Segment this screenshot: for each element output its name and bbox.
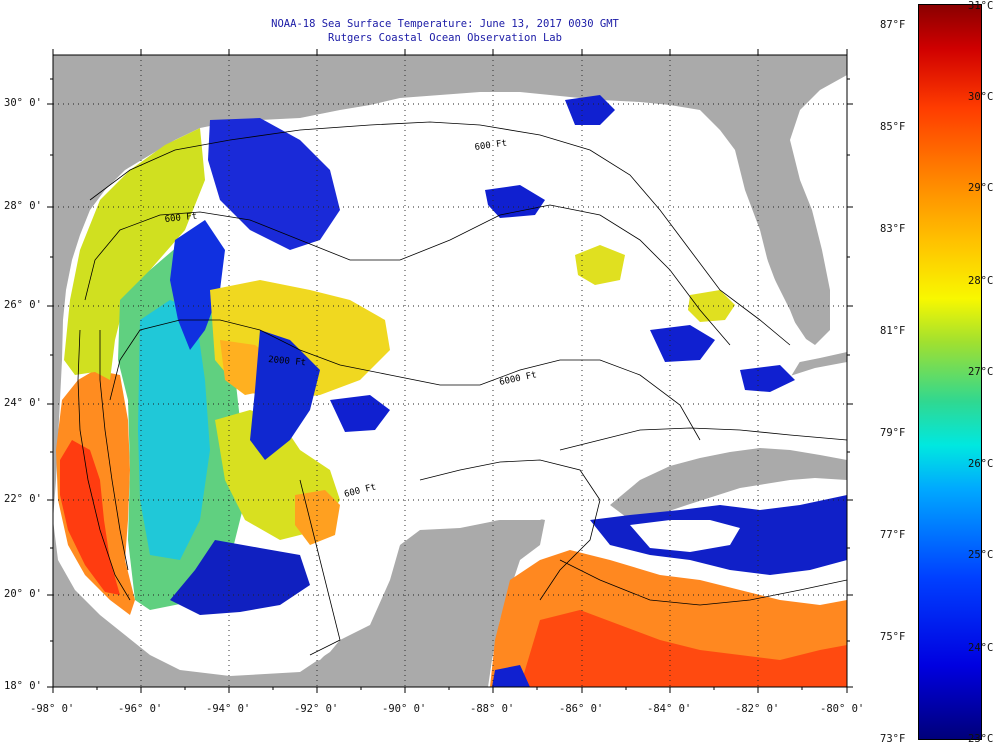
- cb-f-77: 77°F: [880, 529, 906, 541]
- lat-label-30: 30° 0': [4, 97, 42, 109]
- sst-west-blue-patch: [170, 220, 225, 350]
- cb-c-27: 27°C: [968, 366, 994, 378]
- lon-label-88: -88° 0': [470, 703, 515, 715]
- cb-c-25: 25°C: [968, 549, 994, 561]
- lon-label-98: -98° 0': [30, 703, 75, 715]
- cb-f-73: 73°F: [880, 733, 906, 745]
- map-subtitle: Rutgers Coastal Ocean Observation Lab: [328, 32, 562, 44]
- contour-yucatan: [419, 459, 601, 601]
- sst-west-coastal-hot: [60, 440, 120, 595]
- lon-label-94: -94° 0': [206, 703, 251, 715]
- sst-ne-blue-4: [740, 365, 795, 392]
- lon-label-90: -90° 0': [382, 703, 427, 715]
- contour-campeche: [299, 479, 341, 656]
- contour-6000ft: [109, 319, 701, 441]
- lon-label-82: -82° 0': [735, 703, 780, 715]
- sst-ne-blue-3: [650, 325, 715, 362]
- cb-f-85: 85°F: [880, 121, 906, 133]
- cb-f-83: 83°F: [880, 223, 906, 235]
- cb-c-29: 29°C: [968, 182, 994, 194]
- sst-caribbean-red: [520, 610, 847, 687]
- map-title: NOAA-18 Sea Surface Temperature: June 13…: [271, 18, 619, 30]
- cb-c-24: 24°C: [968, 642, 994, 654]
- cb-c-26: 26°C: [968, 458, 994, 470]
- land-florida-keys: [780, 352, 847, 376]
- sst-blue-strip: [250, 330, 320, 460]
- lon-label-96: -96° 0': [118, 703, 163, 715]
- contour-2000ft: [84, 204, 731, 346]
- lat-label-26: 26° 0': [4, 299, 42, 311]
- cb-c-23: 23°C: [968, 733, 994, 745]
- cb-f-79: 79°F: [880, 427, 906, 439]
- sst-ne-yellow-2: [688, 290, 735, 322]
- lon-label-92: -92° 0': [294, 703, 339, 715]
- lon-label-84: -84° 0': [647, 703, 692, 715]
- sst-north-blue: [208, 118, 340, 250]
- lat-label-24: 24° 0': [4, 397, 42, 409]
- cb-c-30: 30°C: [968, 91, 994, 103]
- contour-label-2000: 2000 Ft: [268, 355, 307, 368]
- land-us-gulf-coast: [53, 55, 847, 520]
- contour-label-600-a: 600 Ft: [474, 139, 508, 153]
- sst-ne-yellow: [575, 245, 625, 285]
- sst-west-yellow: [64, 128, 205, 380]
- lat-label-18: 18° 0': [4, 680, 42, 692]
- contour-label-600-b: 600 Ft: [164, 212, 197, 225]
- sst-gulf-blue-scatter: [330, 395, 390, 432]
- land-mexico: [53, 515, 545, 687]
- cb-c-28: 28°C: [968, 275, 994, 287]
- contour-west-shelf: [77, 329, 131, 601]
- land-cuba: [610, 448, 847, 520]
- contour-west-shelf-2: [99, 330, 129, 571]
- cb-f-81: 81°F: [880, 325, 906, 337]
- lat-label-22: 22° 0': [4, 493, 42, 505]
- sst-caribbean-white: [630, 520, 740, 552]
- lon-label-86: -86° 0': [559, 703, 604, 715]
- sst-yucatan-blue: [492, 665, 530, 687]
- sst-ne-blue-2: [565, 95, 615, 125]
- cb-c-31: 31°C: [968, 0, 994, 12]
- lat-label-28: 28° 0': [4, 200, 42, 212]
- cb-f-75: 75°F: [880, 631, 906, 643]
- sst-ne-blue-1: [485, 185, 545, 218]
- contour-600ft: [89, 121, 791, 346]
- sst-west-cyan: [138, 300, 210, 560]
- temperature-colorbar: [918, 4, 982, 740]
- contour-florida-straits: [559, 427, 847, 451]
- sst-south-blue: [170, 540, 310, 615]
- lon-label-80: -80° 0': [820, 703, 865, 715]
- contour-caribbean: [559, 559, 847, 606]
- cb-f-87: 87°F: [880, 19, 906, 31]
- lat-label-20: 20° 0': [4, 588, 42, 600]
